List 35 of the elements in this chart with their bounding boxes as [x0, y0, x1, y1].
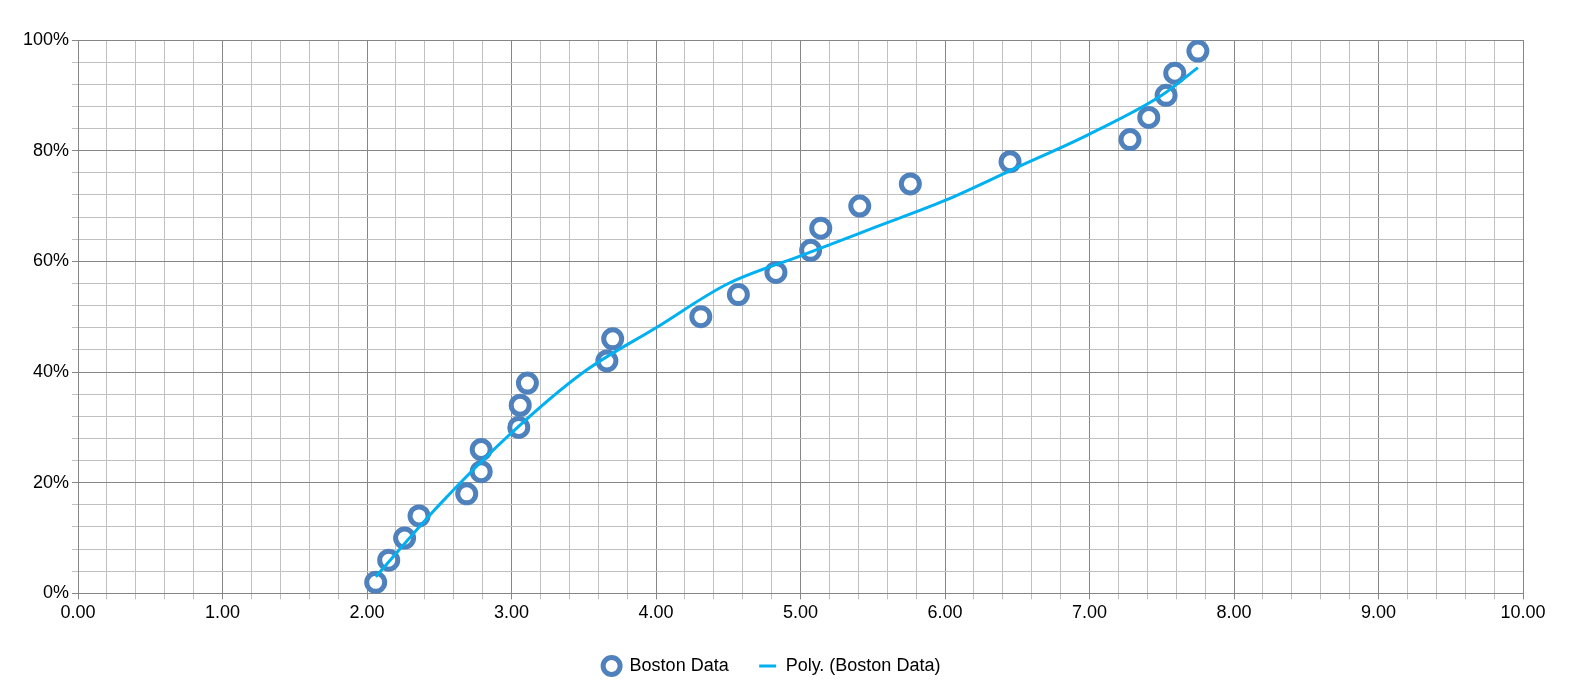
x-tick-label: 6.00 — [927, 602, 963, 623]
point — [1137, 105, 1161, 129]
point — [508, 393, 532, 417]
point — [1118, 128, 1142, 152]
point — [515, 371, 539, 395]
point — [1186, 40, 1210, 63]
y-tick-label: 100% — [22, 28, 70, 49]
y-tick-label: 60% — [33, 250, 70, 271]
point — [1163, 61, 1187, 85]
point — [848, 194, 872, 218]
x-tick-label: 9.00 — [1360, 602, 1397, 623]
x-tick-label: 1.00 — [205, 602, 241, 623]
legend-label: Boston Data — [629, 654, 730, 675]
point — [455, 482, 479, 506]
point — [469, 438, 493, 462]
point — [898, 172, 922, 196]
point — [601, 327, 625, 351]
y-tick-label: 0% — [43, 582, 70, 603]
legend-label: Poly. (Boston Data) — [785, 654, 941, 675]
x-tick-label: 8.00 — [1216, 602, 1252, 623]
y-tick-label: 20% — [33, 471, 70, 492]
y-tick-label: 80% — [33, 139, 70, 160]
x-tick-label: 2.00 — [349, 602, 385, 623]
x-tick-label: 7.00 — [1071, 602, 1108, 623]
y-tick-label: 40% — [33, 361, 70, 382]
point — [364, 570, 388, 594]
point — [809, 216, 833, 240]
point — [998, 150, 1022, 174]
point — [689, 305, 713, 329]
x-tick-label: 10.00 — [1500, 602, 1546, 623]
point — [726, 283, 750, 307]
x-tick-label: 0.00 — [60, 602, 96, 623]
x-tick-label: 4.00 — [638, 602, 674, 623]
x-tick-label: 3.00 — [494, 602, 530, 623]
x-tick-label: 5.00 — [783, 602, 819, 623]
